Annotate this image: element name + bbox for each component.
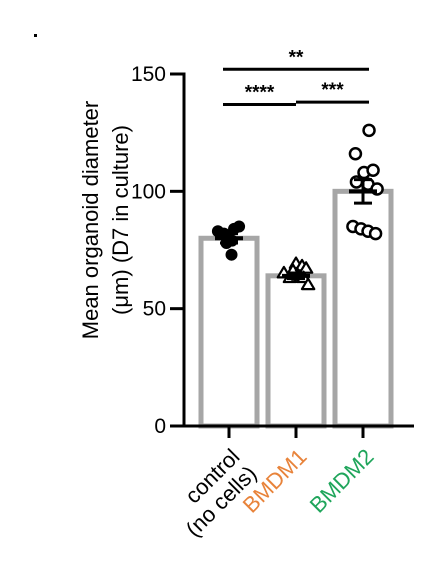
y-tick-label-50: 50 — [143, 298, 166, 321]
points-group — [211, 123, 384, 291]
y-tick-label-150: 150 — [131, 63, 166, 86]
bar-0 — [198, 235, 260, 429]
point-1-8 — [300, 277, 316, 291]
point-2-10 — [368, 226, 383, 241]
bar-1 — [265, 273, 327, 429]
sig-label-0: ** — [289, 47, 304, 68]
stray-mark — [34, 34, 37, 37]
point-2-1 — [362, 123, 376, 138]
y-tick-label-0: 0 — [154, 415, 166, 438]
point-2-4 — [349, 175, 364, 189]
point-1-5 — [298, 261, 314, 274]
y-axis-label-line-0: Mean organoid diameter — [78, 101, 103, 339]
y-axis-label: Mean organoid diameter (μm) (D7 in cultur… — [78, 101, 133, 339]
category-label-2: BMDM2 — [305, 444, 379, 518]
point-2-0 — [348, 147, 363, 161]
point-2-3 — [366, 163, 380, 177]
sig-label-2: *** — [321, 80, 344, 101]
y-axis-label-line-1: (μm) (D7 in culture) — [108, 125, 133, 315]
category-label-2-line-0: BMDM2 — [305, 444, 379, 518]
axes-group: 0 50 100 150 Mean organoid diameter (μm) (D7 … — [78, 63, 414, 438]
y-tick-label-100: 100 — [131, 180, 166, 203]
error-bars-group — [215, 178, 377, 281]
sig-label-1: **** — [245, 83, 275, 104]
point-0-7 — [225, 248, 238, 261]
significance-group: ****** *** — [223, 47, 369, 107]
point-0-4 — [233, 220, 246, 233]
